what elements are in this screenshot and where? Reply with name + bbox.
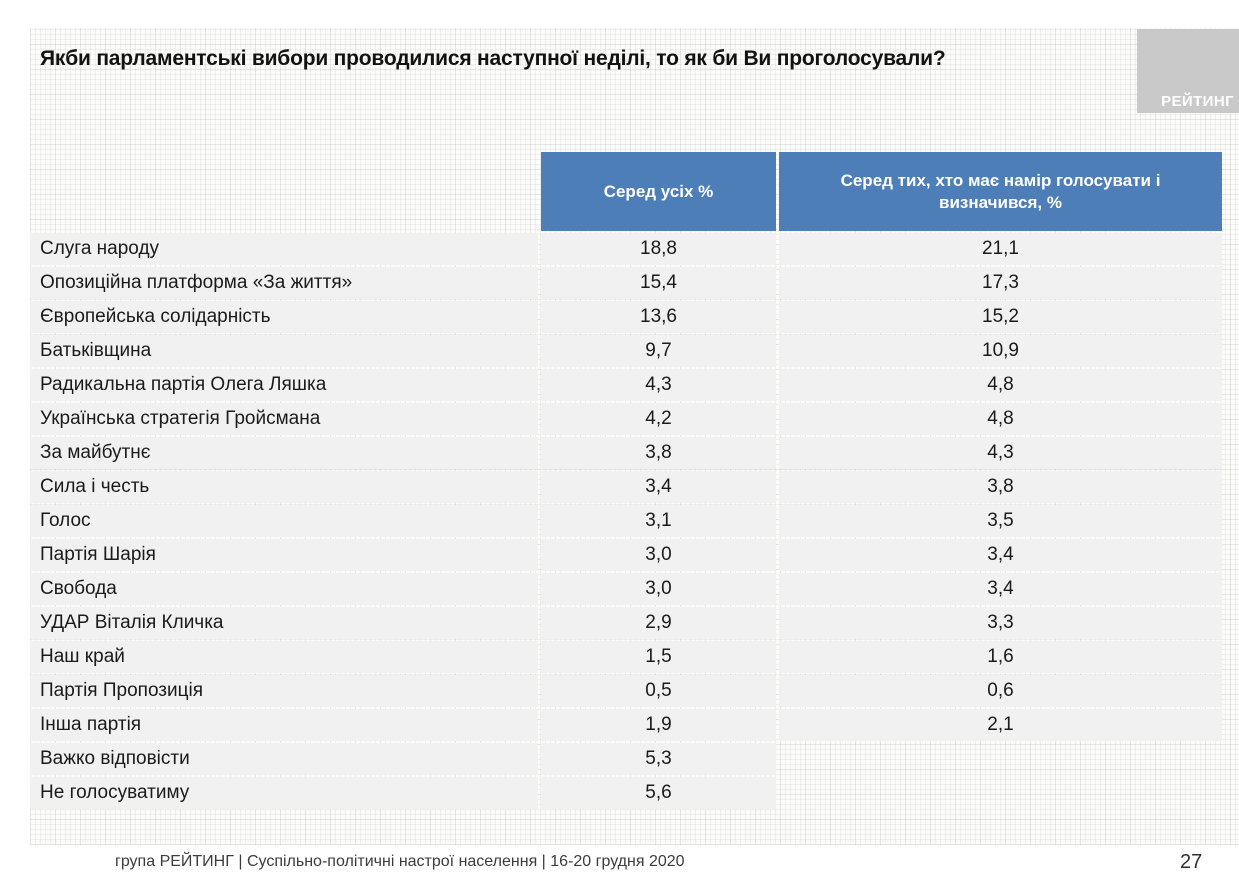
rating-logo-label: РЕЙТИНГ [1161,93,1234,110]
table-row: Радикальна партія Олега Ляшка 4,3 4,8 [30,369,1222,401]
table-row: Батьківщина 9,7 10,9 [30,335,1222,367]
value-among-all-cell: 4,3 [541,369,776,401]
value-among-decided-cell: 3,4 [779,573,1222,605]
value-among-decided-cell: 3,3 [779,607,1222,639]
value-among-all-cell: 3,1 [541,505,776,537]
value-among-decided-cell: 17,3 [779,267,1222,299]
value-among-decided-cell [779,777,1222,809]
party-name-cell: Опозиційна платформа «За життя» [30,267,538,299]
table-row: Свобода 3,0 3,4 [30,573,1222,605]
value-among-decided-cell: 0,6 [779,675,1222,707]
value-among-decided-cell: 2,1 [779,709,1222,741]
value-among-decided-cell: 4,8 [779,369,1222,401]
table-row: Сила і честь 3,4 3,8 [30,471,1222,503]
value-among-all-cell: 4,2 [541,403,776,435]
table-row: Важко відповісти 5,3 [30,743,1222,775]
table-row: Партія Пропозиція 0,5 0,6 [30,675,1222,707]
value-among-all-cell: 3,4 [541,471,776,503]
poll-results-table: Серед усіх % Серед тих, хто має намір го… [30,152,1222,811]
value-among-all-cell: 0,5 [541,675,776,707]
table-row: Не голосуватиму 5,6 [30,777,1222,809]
party-name-cell: Українська стратегія Гройсмана [30,403,538,435]
table-row: Опозиційна платформа «За життя» 15,4 17,3 [30,267,1222,299]
page-title: Якби парламентські вибори проводилися на… [40,47,946,70]
footer-source-text: група РЕЙТИНГ | Суспільно-політичні наст… [115,853,685,870]
table-row: Європейська солідарність 13,6 15,2 [30,301,1222,333]
table-row: Інша партія 1,9 2,1 [30,709,1222,741]
party-name-cell: За майбутнє [30,437,538,469]
table-row: УДАР Віталія Кличка 2,9 3,3 [30,607,1222,639]
rating-group-logo: РЕЙТИНГ [1137,29,1239,113]
value-among-all-cell: 3,0 [541,573,776,605]
party-name-cell: Свобода [30,573,538,605]
value-among-all-cell: 5,6 [541,777,776,809]
value-among-all-cell: 3,0 [541,539,776,571]
page-number: 27 [1180,851,1203,873]
party-name-cell: Партія Шарія [30,539,538,571]
value-among-decided-cell [779,743,1222,775]
party-name-cell: Партія Пропозиція [30,675,538,707]
party-name-cell: Інша партія [30,709,538,741]
party-name-cell: Голос [30,505,538,537]
party-name-cell: Радикальна партія Олега Ляшка [30,369,538,401]
header-among-decided: Серед тих, хто має намір голосувати і ви… [779,152,1222,231]
party-name-cell: Сила і честь [30,471,538,503]
party-name-cell: Не голосуватиму [30,777,538,809]
value-among-decided-cell: 3,4 [779,539,1222,571]
value-among-decided-cell: 1,6 [779,641,1222,673]
header-among-all: Серед усіх % [541,152,776,231]
header-party-spacer [30,152,538,231]
value-among-decided-cell: 21,1 [779,233,1222,265]
table-row: Партія Шарія 3,0 3,4 [30,539,1222,571]
value-among-all-cell: 1,5 [541,641,776,673]
table-row: Слуга народу 18,8 21,1 [30,233,1222,265]
value-among-decided-cell: 4,8 [779,403,1222,435]
party-name-cell: Важко відповісти [30,743,538,775]
table-row: За майбутнє 3,8 4,3 [30,437,1222,469]
party-name-cell: Слуга народу [30,233,538,265]
value-among-decided-cell: 10,9 [779,335,1222,367]
party-name-cell: Батьківщина [30,335,538,367]
value-among-decided-cell: 4,3 [779,437,1222,469]
table-row: Голос 3,1 3,5 [30,505,1222,537]
value-among-decided-cell: 15,2 [779,301,1222,333]
value-among-all-cell: 5,3 [541,743,776,775]
value-among-all-cell: 1,9 [541,709,776,741]
party-name-cell: Європейська солідарність [30,301,538,333]
value-among-all-cell: 3,8 [541,437,776,469]
value-among-all-cell: 13,6 [541,301,776,333]
table-body: Слуга народу 18,8 21,1 Опозиційна платформа… [30,233,1222,809]
value-among-all-cell: 9,7 [541,335,776,367]
table-row: Українська стратегія Гройсмана 4,2 4,8 [30,403,1222,435]
party-name-cell: УДАР Віталія Кличка [30,607,538,639]
table-row: Наш край 1,5 1,6 [30,641,1222,673]
value-among-decided-cell: 3,5 [779,505,1222,537]
party-name-cell: Наш край [30,641,538,673]
value-among-all-cell: 18,8 [541,233,776,265]
table-header-row: Серед усіх % Серед тих, хто має намір го… [30,152,1222,231]
value-among-all-cell: 2,9 [541,607,776,639]
value-among-all-cell: 15,4 [541,267,776,299]
value-among-decided-cell: 3,8 [779,471,1222,503]
